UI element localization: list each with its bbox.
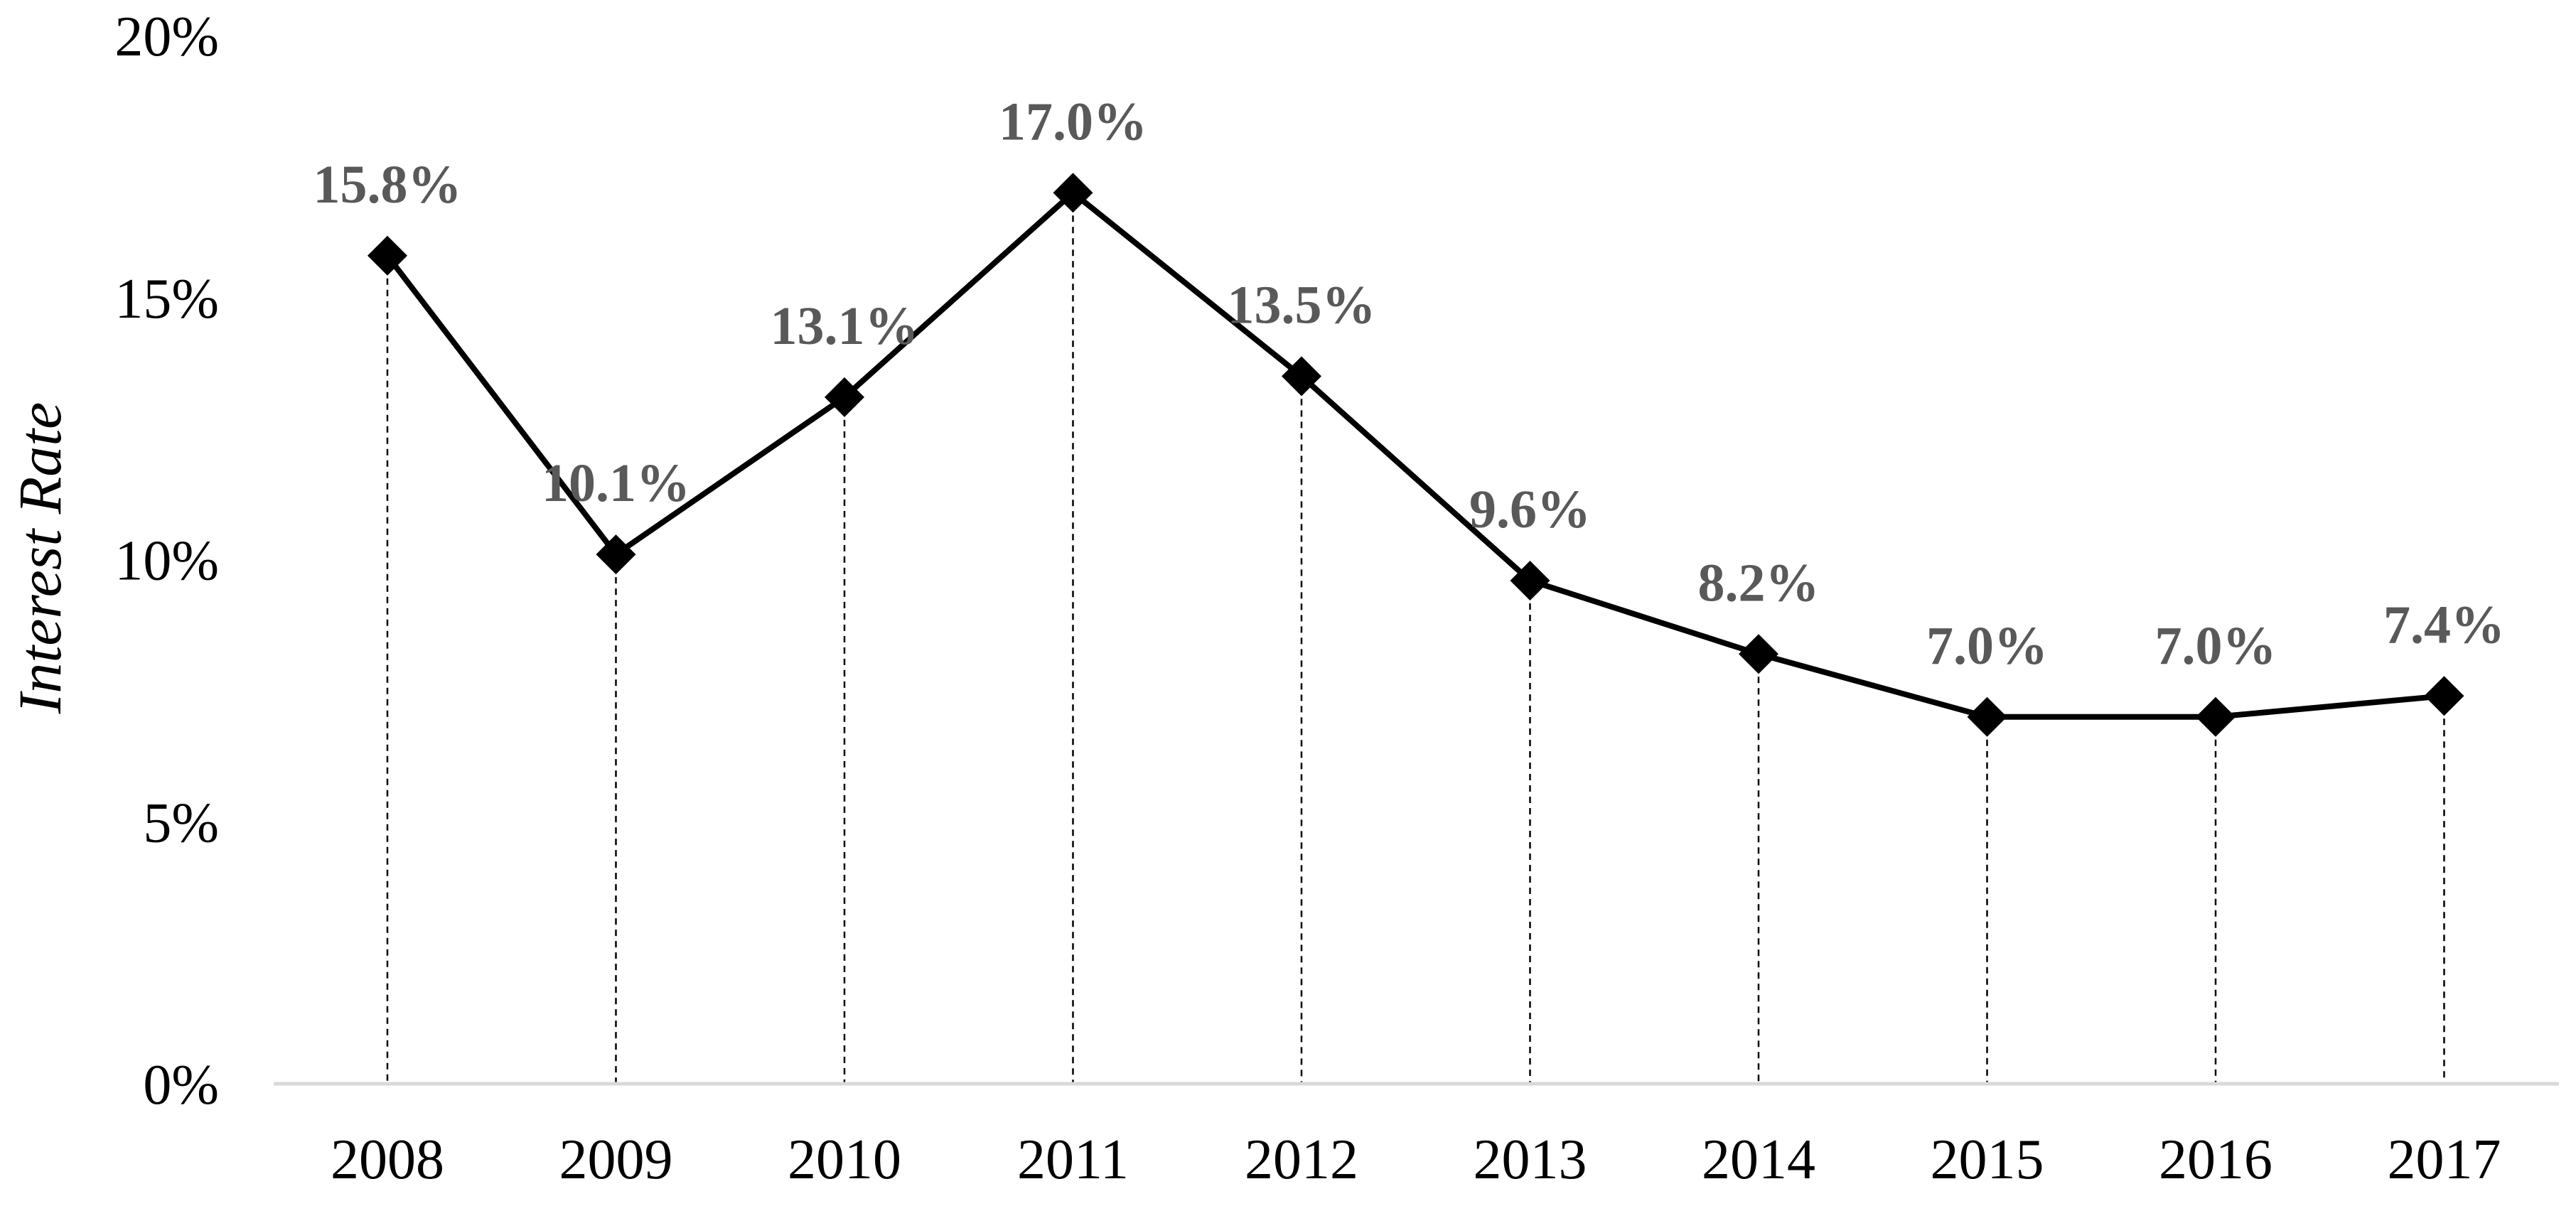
data-label: 9.6% (1469, 480, 1591, 539)
x-tick-label: 2016 (2159, 1129, 2272, 1191)
y-tick-label: 20% (114, 6, 219, 68)
data-marker (2196, 696, 2236, 737)
data-marker (2424, 676, 2464, 716)
x-tick-label: 2011 (1017, 1129, 1129, 1191)
data-label: 8.2% (1698, 553, 1820, 613)
data-marker (367, 235, 407, 276)
x-axis-tick-labels: 2008 2009 2010 2011 2012 2013 2014 2015 2016 2017 (331, 1129, 2501, 1191)
x-tick-label: 2014 (1702, 1129, 1815, 1191)
x-tick-label: 2012 (1245, 1129, 1358, 1191)
data-marker (1967, 696, 2007, 737)
data-label: 13.1% (771, 296, 919, 356)
data-label: 7.0% (2155, 616, 2277, 676)
data-marker (825, 377, 864, 417)
x-tick-label: 2013 (1474, 1129, 1587, 1191)
data-label: 15.8% (313, 155, 462, 215)
y-tick-label: 10% (114, 530, 219, 593)
y-axis-title: Interest Rate (6, 402, 74, 715)
y-axis-tick-labels: 0% 5% 10% 15% 20% (114, 6, 219, 1116)
x-tick-label: 2010 (788, 1129, 901, 1191)
data-label: 7.0% (1926, 616, 2048, 676)
data-label: 10.1% (542, 453, 690, 513)
x-tick-label: 2017 (2388, 1129, 2501, 1191)
data-marker (1282, 356, 1321, 397)
series-line (385, 190, 2444, 720)
data-labels: 15.8% 10.1% 13.1% 17.0% 13.5% 9.6% 8.2% 7.0% 7.0… (313, 92, 2506, 676)
y-tick-label: 0% (143, 1054, 219, 1116)
data-marker (1510, 561, 1550, 601)
data-marker (1053, 173, 1093, 213)
drop-lines (386, 193, 2445, 1084)
x-tick-label: 2015 (1931, 1129, 2044, 1191)
data-markers (367, 173, 2464, 737)
data-label: 7.4% (2383, 595, 2505, 655)
x-tick-label: 2009 (559, 1129, 673, 1191)
y-tick-label: 15% (114, 268, 219, 330)
data-label: 17.0% (999, 92, 1147, 151)
y-tick-label: 5% (143, 792, 219, 854)
data-marker (1739, 634, 1778, 674)
data-marker (596, 534, 636, 575)
data-label: 13.5% (1228, 275, 1376, 335)
x-tick-label: 2008 (331, 1129, 444, 1191)
